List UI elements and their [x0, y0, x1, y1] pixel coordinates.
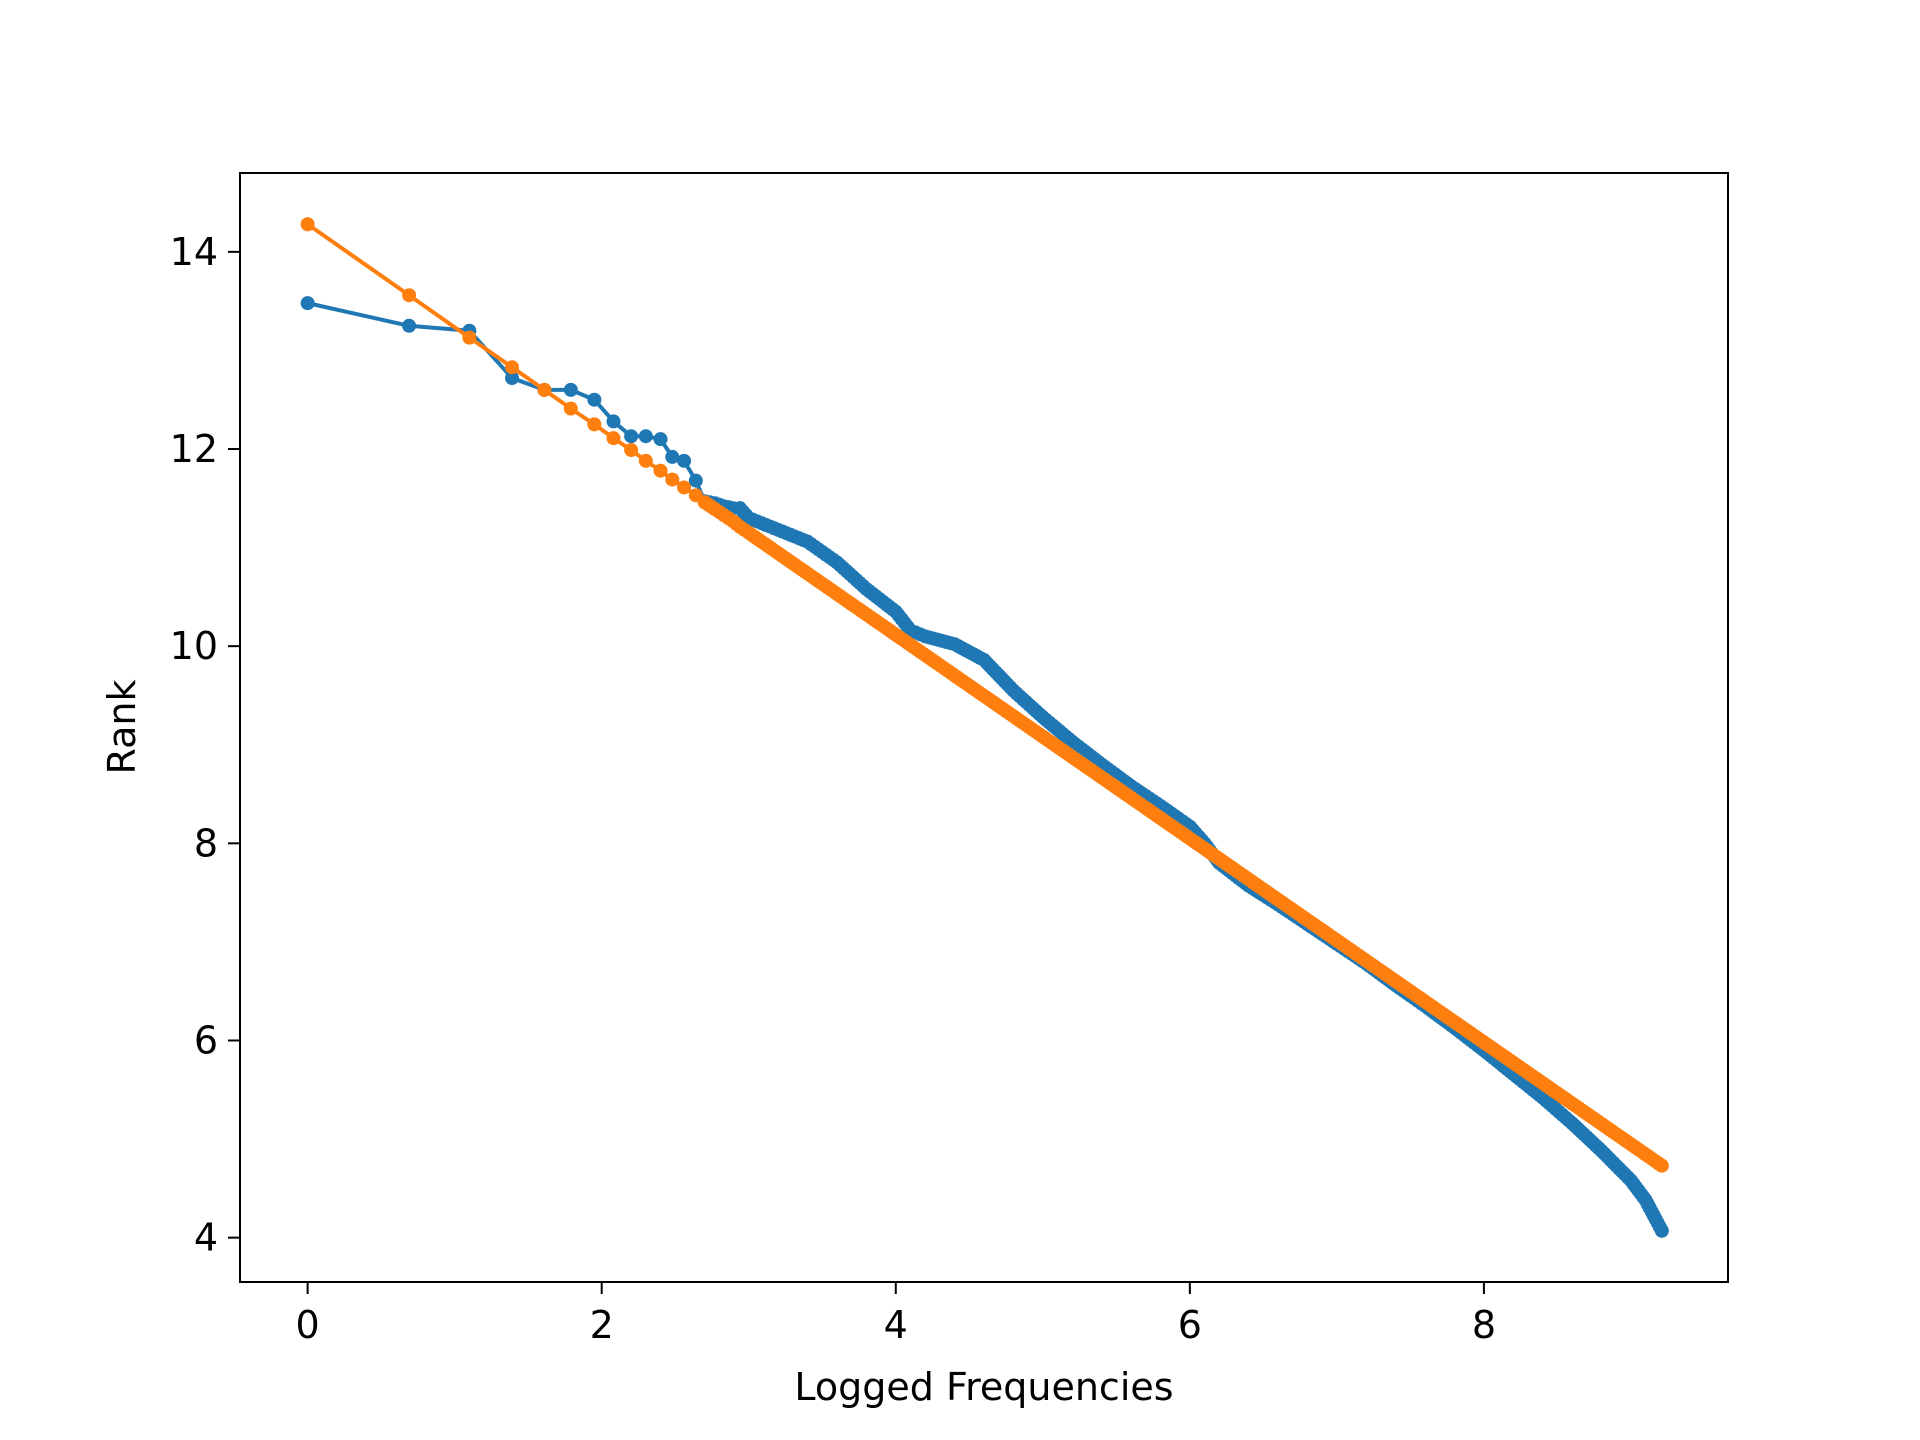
data-point	[688, 473, 703, 488]
data-point	[677, 480, 692, 495]
data-point	[624, 429, 639, 444]
data-point	[677, 453, 692, 468]
y-tick-label: 8	[194, 821, 218, 865]
data-point	[563, 401, 578, 416]
data-point	[587, 417, 602, 432]
data-point	[300, 296, 315, 311]
data-point	[624, 443, 639, 458]
x-tick-label: 8	[1472, 1303, 1496, 1347]
data-point	[638, 453, 653, 468]
data-point	[665, 472, 680, 487]
data-point	[505, 360, 520, 375]
data-point	[665, 449, 680, 464]
data-point	[638, 429, 653, 444]
data-point	[537, 382, 552, 397]
data-point	[402, 288, 417, 303]
x-axis-label: Logged Frequencies	[794, 1365, 1173, 1409]
data-point	[563, 382, 578, 397]
axes-frame	[239, 172, 1729, 1283]
x-tick-label: 6	[1178, 1303, 1202, 1347]
x-tick-label: 2	[590, 1303, 614, 1347]
data-point	[587, 392, 602, 407]
y-tick-label: 6	[194, 1018, 218, 1062]
y-tick-label: 12	[170, 427, 218, 471]
data-point	[1651, 1156, 1666, 1171]
data-point	[1652, 1219, 1667, 1234]
data-point	[606, 431, 621, 446]
data-point	[606, 414, 621, 429]
x-axis-ticks: 0 2 4 6 8	[296, 1282, 1496, 1347]
y-axis-ticks: 4 6 8 10 12 14	[170, 230, 240, 1260]
data-point	[653, 432, 668, 447]
data-point	[402, 318, 417, 333]
y-tick-label: 4	[194, 1216, 218, 1260]
y-tick-label: 14	[170, 230, 218, 274]
x-tick-label: 4	[884, 1303, 908, 1347]
plot-area	[240, 173, 1728, 1282]
data-point	[300, 217, 315, 232]
series-markers	[300, 217, 1669, 1173]
data-point	[653, 463, 668, 478]
y-tick-label: 10	[170, 624, 218, 668]
data-point	[462, 330, 477, 345]
series-2	[300, 217, 1669, 1173]
y-axis-label: Rank	[100, 680, 144, 775]
x-tick-label: 0	[296, 1303, 320, 1347]
series-layer	[300, 217, 1669, 1238]
data-point	[505, 371, 520, 386]
